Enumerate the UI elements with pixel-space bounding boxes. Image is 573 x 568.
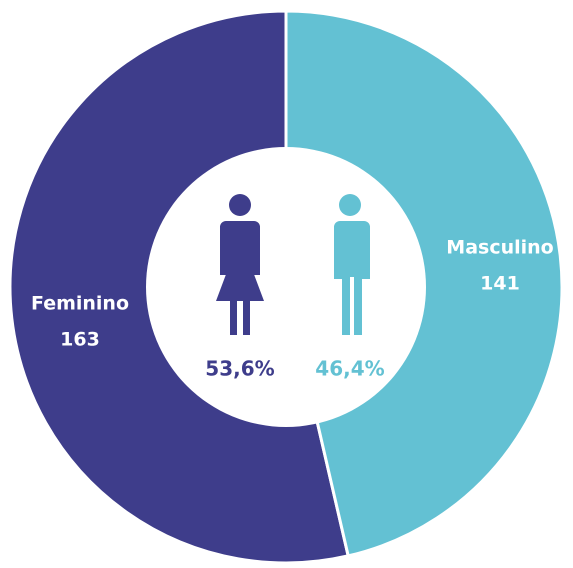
category-label: Masculino xyxy=(446,237,553,259)
value-label: 163 xyxy=(60,329,100,351)
percentage-label: 53,6% xyxy=(205,357,274,381)
donut-hole xyxy=(146,147,426,427)
value-label: 141 xyxy=(480,273,520,295)
female-icon xyxy=(216,194,264,335)
male-icon xyxy=(334,194,370,335)
category-label: Feminino xyxy=(31,293,129,315)
percentage-label: 46,4% xyxy=(315,357,384,381)
